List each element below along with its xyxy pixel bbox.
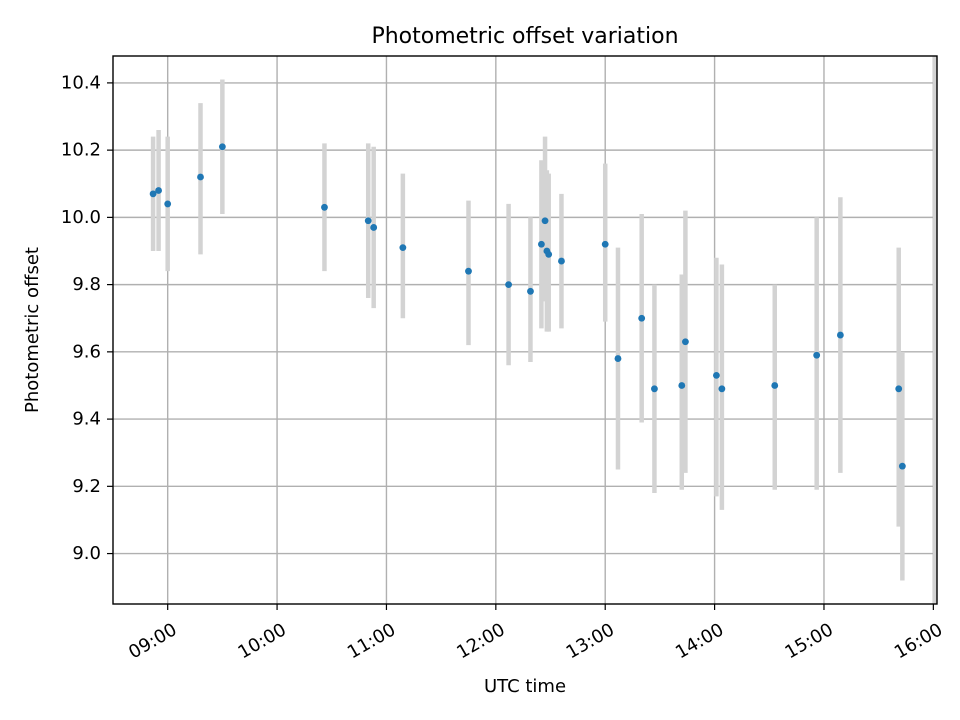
errorbar-layer	[150, 56, 938, 604]
data-point	[197, 173, 204, 181]
data-point	[718, 385, 726, 393]
x-tick-label: 11:00	[344, 619, 399, 663]
x-axis-label: UTC time	[484, 676, 566, 697]
data-point	[218, 143, 226, 151]
data-point	[836, 331, 844, 339]
y-tick-label: 10.2	[61, 140, 101, 161]
x-tick-label: 15:00	[781, 619, 836, 663]
y-tick-label: 9.8	[72, 274, 101, 295]
data-point	[601, 240, 609, 248]
data-point	[678, 382, 686, 389]
x-tick-label: 16:00	[891, 619, 946, 663]
data-point	[321, 203, 328, 211]
point-layer	[149, 143, 906, 470]
data-point	[614, 355, 622, 362]
grid-layer	[113, 56, 937, 604]
x-tick-label: 09:00	[125, 619, 180, 663]
data-point	[638, 314, 646, 322]
x-tick-label: 12:00	[453, 619, 508, 663]
y-tick-label: 9.4	[72, 409, 101, 430]
data-point	[651, 385, 658, 393]
y-tick-label: 9.6	[72, 341, 101, 362]
data-point	[538, 240, 545, 248]
data-point	[682, 338, 689, 346]
x-tick-label: 10:00	[235, 619, 290, 663]
data-point	[155, 187, 162, 194]
plot-frame	[112, 55, 938, 605]
data-point	[149, 190, 157, 198]
data-point	[895, 385, 903, 393]
y-axis-label: Photometric offset	[22, 247, 43, 413]
data-point	[898, 462, 906, 470]
data-point	[713, 371, 720, 379]
tick-layer: 09:00 10:00 11:00 12:00 13:00 14:00 15:00 16:00…	[61, 72, 946, 663]
x-tick-label: 14:00	[672, 619, 727, 663]
data-point	[771, 382, 779, 389]
data-point	[541, 217, 549, 225]
y-tick-label: 10.4	[61, 72, 101, 93]
data-point	[813, 351, 821, 359]
data-point	[545, 250, 553, 258]
chart-title: Photometric offset variation	[371, 24, 678, 49]
data-point	[558, 257, 565, 265]
y-tick-label: 9.2	[72, 476, 101, 497]
x-tick-label: 13:00	[563, 619, 618, 663]
y-tick-label: 10.0	[61, 207, 101, 228]
data-point	[465, 267, 472, 275]
data-point	[399, 244, 407, 252]
y-tick-label: 9.0	[72, 543, 101, 564]
data-point	[364, 217, 372, 225]
data-point	[505, 281, 512, 289]
data-point	[164, 200, 172, 208]
data-point	[370, 224, 378, 231]
data-point	[527, 287, 534, 295]
